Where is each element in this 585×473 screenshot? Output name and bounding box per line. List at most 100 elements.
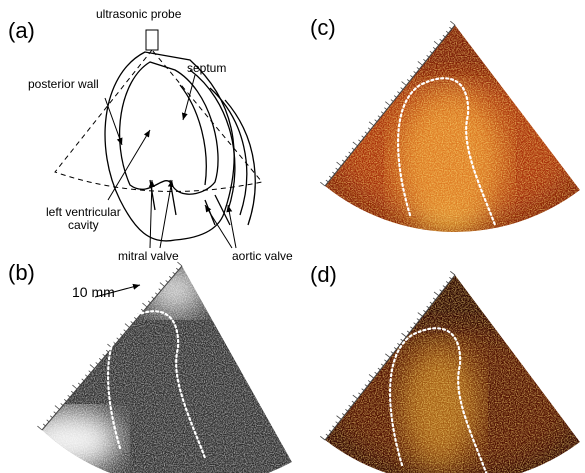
ultrasound-images (20, 21, 585, 473)
ruler-tick (391, 352, 393, 354)
ruler-tick (381, 112, 383, 114)
ruler-tick (385, 354, 390, 358)
ruler-tick (440, 290, 442, 292)
ruler-tick (358, 393, 360, 395)
ruler-tick (71, 391, 73, 393)
ruler-tick (72, 385, 77, 389)
ruler-tick (450, 271, 455, 275)
panel-label: (a) (8, 18, 35, 43)
ruler-tick (414, 323, 416, 325)
ruler-tick (434, 41, 439, 45)
sector-image (20, 265, 297, 473)
ruler-tick (384, 108, 386, 110)
ruler-tick (85, 375, 87, 377)
ruler-tick (397, 343, 399, 345)
ruler-tick (117, 338, 119, 340)
ruler-tick (326, 434, 328, 436)
ruler-tick (337, 162, 342, 166)
ruler-tick (125, 324, 130, 328)
scale-label: 10 mm (72, 284, 115, 300)
septum-label: septum (187, 61, 226, 75)
ruler-tick (427, 306, 429, 308)
ruler-tick (90, 365, 95, 369)
ruler-tick (55, 406, 60, 410)
ruler-tick (394, 96, 396, 98)
ruler-tick (401, 88, 403, 90)
ruler-tick (54, 412, 56, 414)
ruler-tick (358, 140, 360, 142)
ruler-tick (449, 27, 451, 29)
ruler-tick (173, 272, 175, 274)
ruler-tick (329, 430, 331, 432)
ruler-tick (332, 172, 334, 174)
ruler-tick (365, 132, 367, 134)
ruler-tick (423, 310, 425, 312)
ruler-tick (375, 372, 377, 374)
ruler-tick (362, 136, 364, 138)
ruler-tick (368, 380, 370, 382)
ruler-tick (103, 354, 105, 356)
probe-label: ultrasonic probe (96, 7, 182, 21)
ruler-tick (176, 268, 178, 270)
ruler-tick (417, 319, 419, 321)
ruler-tick (450, 21, 455, 25)
mitral-valve-label: mitral valve (118, 249, 179, 263)
ruler-tick (418, 61, 423, 65)
aortic-valve-label: aortic valve (232, 249, 293, 263)
ruler-tick (368, 128, 370, 130)
ruler-tick (433, 47, 435, 49)
ruler-tick (37, 426, 42, 430)
ruler-tick (349, 152, 351, 154)
sector-image (320, 25, 585, 242)
ruler-tick (423, 59, 425, 61)
ruler-tick (320, 436, 325, 440)
ruler-tick (446, 281, 448, 283)
ruler-tick (394, 347, 396, 349)
ruler-tick (381, 364, 383, 366)
ruler-tick (61, 403, 63, 405)
ruler-tick (362, 389, 364, 391)
ruler-tick (402, 82, 407, 86)
panel-label: (c) (310, 15, 336, 40)
ruler-tick (120, 334, 122, 336)
posterior-wall-label: posterior wall (28, 77, 99, 91)
ruler-tick (148, 301, 150, 303)
cavity-label: left ventricular (46, 205, 121, 219)
ruler-tick (336, 168, 338, 170)
ruler-tick (82, 379, 84, 381)
ruler-tick (336, 422, 338, 424)
ruler-tick (418, 313, 423, 317)
ruler-tick (68, 395, 70, 397)
ruler-tick (166, 280, 168, 282)
ruler-tick (434, 292, 439, 296)
ruler-tick (427, 55, 429, 57)
ruler-tick (352, 148, 354, 150)
cavity-label: cavity (68, 218, 99, 232)
ruler-tick (446, 31, 448, 33)
ruler-tick (329, 176, 331, 178)
ruler-tick (402, 333, 407, 337)
ruler-tick (407, 79, 409, 81)
ruler-tick (169, 276, 171, 278)
annotation-arrows (95, 75, 236, 297)
ruler-tick (89, 371, 91, 373)
ruler-tick (99, 358, 101, 360)
ruler-tick (430, 302, 432, 304)
speckle (320, 275, 585, 473)
ruler-tick (345, 409, 347, 411)
ruler-tick (365, 385, 367, 387)
ruler-tick (443, 286, 445, 288)
ruler-tick (134, 317, 136, 319)
ruler-tick (410, 75, 412, 77)
ruler-tick (155, 293, 157, 295)
speckle (320, 25, 585, 242)
ruler-tick (443, 35, 445, 37)
ruler-tick (96, 362, 98, 364)
ruler-tick (345, 156, 347, 158)
ruler-tick (430, 51, 432, 53)
ruler-tick (320, 182, 325, 186)
ruler-tick (78, 383, 80, 385)
ruler-tick (142, 303, 147, 307)
ruler-tick (159, 289, 161, 291)
ruler-tick (397, 92, 399, 94)
